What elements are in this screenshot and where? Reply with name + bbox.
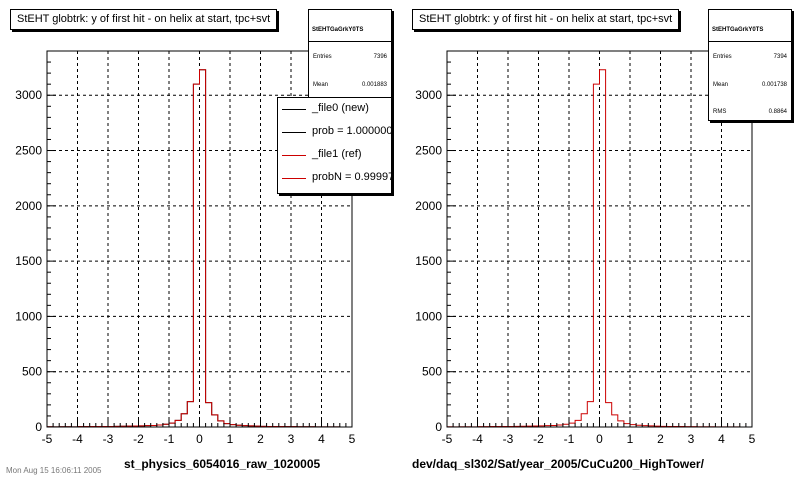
legend-line-icon	[282, 178, 306, 179]
right-stats-row-entries: Entries 7394	[713, 54, 787, 60]
histogram-bin	[181, 414, 187, 427]
histogram-bin	[169, 423, 175, 427]
x-tick-label: -4	[472, 432, 483, 446]
legend-entry-probn: probN = 0.999970	[278, 167, 391, 190]
histogram-bin	[575, 420, 581, 427]
x-tick-label: -1	[164, 432, 175, 446]
histogram-bin	[212, 415, 218, 427]
histogram-bin	[593, 84, 599, 427]
y-tick-label: 500	[22, 365, 42, 379]
left-stats-box: StEHTGaGrkY0TS Entries 7396 Mean 0.00188…	[308, 9, 392, 101]
grid	[447, 51, 752, 427]
x-tick-label: 3	[688, 432, 695, 446]
left-stats-name: StEHTGaGrkY0TS	[312, 27, 364, 33]
right-histogram-panel: -5 -4 -3 -2 -1 0 1 2 3 4 5 0 500 1000 1500 2000 2500 3000…	[400, 0, 800, 480]
y-tick-label: 0	[35, 420, 42, 434]
left-histogram-title: StEHT globtrk: y of first hit - on helix…	[10, 9, 278, 30]
x-tick-label: 0	[196, 432, 203, 446]
left-stats-row-entries: Entries 7396	[313, 54, 387, 60]
x-axis: -5 -4 -3 -2 -1 0 1 2 3 4 5	[42, 418, 356, 446]
histogram-bin	[618, 421, 624, 427]
histogram-bin	[569, 423, 575, 427]
histogram-bin	[587, 402, 593, 427]
right-stats-row-rms: RMS 0.8864	[713, 109, 787, 115]
x-tick-label: -5	[442, 432, 453, 446]
x-tick-label: -4	[72, 432, 83, 446]
y-tick-label: 1500	[415, 254, 442, 268]
series-hist	[447, 69, 752, 428]
x-tick-label: 1	[227, 432, 234, 446]
y-tick-label: 500	[422, 365, 442, 379]
x-tick-label: -3	[503, 432, 514, 446]
x-tick-label: -5	[42, 432, 53, 446]
left-stats-row-mean: Mean 0.001883	[313, 82, 387, 88]
y-tick-label: 2500	[415, 144, 442, 158]
legend-entry-file1: _file1 (ref)	[278, 144, 391, 167]
y-tick-label: 3000	[415, 88, 442, 102]
histogram-bin	[606, 403, 612, 427]
x-tick-label: 1	[627, 432, 634, 446]
right-stats-row-mean: Mean 0.001738	[713, 82, 787, 88]
legend-line-icon	[282, 132, 306, 133]
histogram-bin	[581, 414, 587, 427]
x-tick-label: 4	[318, 432, 325, 446]
y-tick-label: 3000	[15, 88, 42, 102]
x-axis: -5 -4 -3 -2 -1 0 1 2 3 4 5	[442, 418, 756, 446]
y-tick-label: 1000	[415, 309, 442, 323]
footer-date: Mon Aug 15 16:06:11 2005	[6, 466, 102, 475]
y-tick-label: 0	[435, 420, 442, 434]
y-axis: 0 500 1000 1500 2000 2500 3000	[15, 50, 56, 434]
x-tick-label: -2	[133, 432, 144, 446]
y-tick-label: 2000	[15, 199, 42, 213]
legend-entry-prob: prob = 1.000000	[278, 121, 391, 144]
histogram-bin	[600, 70, 606, 427]
x-tick-label: 5	[749, 432, 756, 446]
left-legend: _file0 (new) prob = 1.000000 _file1 (ref…	[277, 97, 392, 194]
legend-line-icon	[282, 155, 306, 156]
x-tick-label: 2	[257, 432, 264, 446]
x-tick-label: 2	[657, 432, 664, 446]
right-histogram-plot: -5 -4 -3 -2 -1 0 1 2 3 4 5 0 500 1000 1500 2000 2500 3000	[415, 50, 756, 446]
y-tick-label: 2500	[15, 144, 42, 158]
x-tick-label: -1	[564, 432, 575, 446]
x-tick-label: 0	[596, 432, 603, 446]
legend-entry-file0: _file0 (new)	[278, 98, 391, 121]
legend-line-icon	[282, 109, 306, 110]
x-tick-label: -2	[533, 432, 544, 446]
x-tick-label: 4	[718, 432, 725, 446]
histogram-bin	[200, 70, 206, 427]
right-stats-name: StEHTGaGrkY0TS	[712, 27, 764, 33]
y-tick-label: 2000	[415, 199, 442, 213]
histogram-bin	[206, 403, 212, 427]
left-x-axis-title: st_physics_6054016_raw_1020005	[124, 457, 321, 471]
histogram-bin	[175, 420, 181, 427]
right-histogram-title: StEHT globtrk: y of first hit - on helix…	[412, 9, 680, 30]
y-axis: 0 500 1000 1500 2000 2500 3000	[415, 50, 456, 434]
left-histogram-panel: -5 -4 -3 -2 -1 0 1 2 3 4 5 0 500 1000 1500 2000 2500 3000…	[10, 9, 392, 471]
x-tick-label: -3	[103, 432, 114, 446]
right-x-axis-title: dev/daq_sl302/Sat/year_2005/CuCu200_High…	[412, 457, 704, 471]
histogram-bin	[193, 84, 199, 427]
histogram-bin	[218, 421, 224, 427]
x-tick-label: 3	[288, 432, 295, 446]
histogram-bin	[612, 415, 618, 427]
y-tick-label: 1500	[15, 254, 42, 268]
right-stats-box: StEHTGaGrkY0TS Entries 7394 Mean 0.00173…	[708, 9, 792, 121]
y-tick-label: 1000	[15, 309, 42, 323]
histogram-bin	[187, 402, 193, 427]
x-tick-label: 5	[349, 432, 356, 446]
